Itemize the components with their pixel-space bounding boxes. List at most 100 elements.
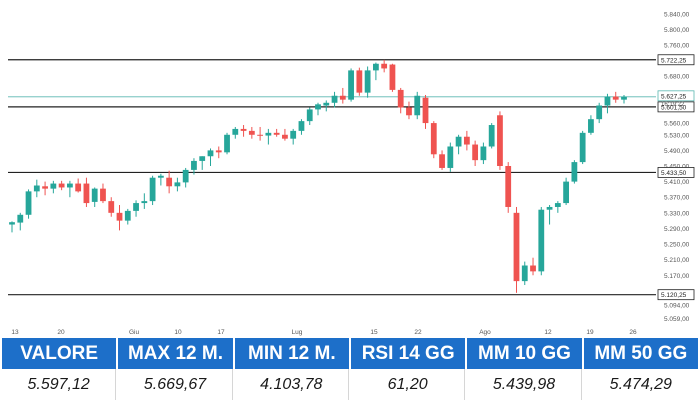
candle-body	[157, 175, 164, 178]
y-tick-label: 5.800,00	[664, 27, 690, 34]
candle-body	[215, 150, 222, 153]
candle-body	[563, 181, 570, 204]
x-tick-label: 17	[217, 329, 225, 336]
candle-body	[348, 70, 354, 100]
header-max-12m: MAX 12 M.	[118, 338, 233, 369]
candle-body	[472, 144, 479, 161]
x-tick-label: Giu	[129, 329, 140, 336]
candle-body	[108, 201, 115, 213]
candle-body	[480, 146, 487, 161]
candle-body	[381, 63, 388, 69]
level-tag	[657, 54, 695, 66]
header-mm-10gg: MM 10 GG	[467, 338, 582, 369]
value-rsi-14gg: 61,20	[351, 369, 466, 400]
candle-body	[364, 70, 371, 93]
x-tick-label: 13	[11, 329, 19, 336]
candle-body	[240, 128, 247, 131]
candle-body	[224, 134, 230, 153]
candle-body	[33, 185, 40, 192]
y-tick-label: 5.290,00	[664, 226, 690, 233]
candle-body	[232, 128, 239, 135]
candle-body	[571, 162, 578, 182]
x-tick-label: Ago	[479, 329, 491, 336]
candlestick-chart: 5.840,00 5.800,00 5.760,00 5.680,00 5.560,00…	[8, 11, 695, 336]
candle-body	[124, 210, 131, 221]
candle-body	[488, 125, 495, 147]
last-price-label: 5.627,25	[661, 93, 687, 100]
x-tick-label: 20	[57, 329, 65, 336]
candle-body	[290, 130, 297, 139]
candle-body	[91, 188, 98, 202]
candle-body	[83, 183, 90, 204]
candle-body	[521, 265, 528, 282]
candle-body	[182, 169, 189, 183]
y-tick-label: 5.210,00	[664, 257, 690, 264]
candle-body	[75, 183, 82, 192]
candle-body	[406, 107, 412, 116]
candle-body	[414, 95, 421, 116]
y-tick-label: 5.170,00	[664, 273, 690, 280]
y-tick-label: 5.410,00	[664, 179, 690, 186]
indicators-header-row: VALORE MAX 12 M. MIN 12 M. RSI 14 GG MM …	[2, 338, 698, 369]
countdown-label: 16:19:22	[661, 102, 685, 108]
y-tick-label: 5.370,00	[664, 195, 690, 202]
y-tick-label: 5.530,00	[664, 132, 690, 139]
indicators-table: VALORE MAX 12 M. MIN 12 M. RSI 14 GG MM …	[0, 338, 700, 400]
level-tag-label: 5.120,25	[661, 292, 687, 299]
candle-body	[191, 160, 197, 170]
candle-body	[9, 222, 15, 225]
candle-body	[58, 183, 65, 188]
header-mm-50gg: MM 50 GG	[583, 338, 698, 369]
candle-body	[315, 104, 321, 110]
level-tag-label: 5.433,50	[661, 170, 687, 177]
y-tick-label: 5.840,00	[664, 11, 690, 18]
candle-body	[505, 166, 512, 207]
candle-body	[282, 134, 288, 139]
candle-body	[554, 203, 561, 207]
x-tick-label: 22	[414, 329, 422, 336]
candle-body	[141, 201, 148, 204]
x-tick-label: Lug	[292, 329, 303, 336]
candle-body	[397, 89, 404, 108]
level-tag	[657, 167, 695, 178]
value-max-12m: 5.669,67	[118, 369, 233, 400]
candle-body	[356, 70, 363, 93]
x-tick-label: 12	[544, 329, 552, 336]
candle-body	[100, 188, 106, 202]
candle-body	[257, 134, 264, 136]
candle-body	[530, 265, 536, 272]
y-tick-label: 5.094,00	[664, 302, 690, 309]
candle-body	[447, 146, 454, 168]
candle-body	[66, 183, 73, 188]
value-valore: 5.597,12	[2, 369, 117, 400]
candle-body	[389, 64, 396, 90]
candle-body	[273, 132, 280, 135]
candle-body	[174, 182, 181, 187]
candle-body	[596, 105, 603, 120]
candle-body	[116, 212, 123, 221]
y-tick-label: 5.560,00	[664, 121, 690, 128]
candle-body	[455, 136, 462, 147]
y-tick-label: 5.680,00	[664, 74, 690, 81]
last-price-tag	[657, 90, 695, 102]
candle-body	[331, 95, 338, 103]
header-rsi-14gg: RSI 14 GG	[350, 338, 466, 369]
x-tick-label: 15	[370, 329, 378, 336]
candle-body	[538, 209, 545, 272]
candle-body	[604, 96, 611, 106]
x-tick-label: 10	[174, 329, 182, 336]
header-min-12m: MIN 12 M.	[234, 338, 349, 369]
level-tag-label: 5.601,50	[661, 104, 687, 111]
value-mm-50gg: 5.474,29	[609, 375, 672, 393]
candle-body	[133, 203, 139, 211]
candle-body	[546, 206, 553, 210]
x-tick-label: 19	[586, 329, 594, 336]
candle-body	[463, 136, 470, 145]
candle-body	[265, 132, 272, 136]
candle-body	[25, 191, 32, 215]
x-tick-label: 26	[629, 329, 637, 336]
value-min-12m: 4.103,78	[235, 369, 349, 400]
y-tick-label: 5.760,00	[664, 43, 690, 50]
candle-body	[621, 96, 627, 100]
candle-body	[166, 177, 173, 187]
